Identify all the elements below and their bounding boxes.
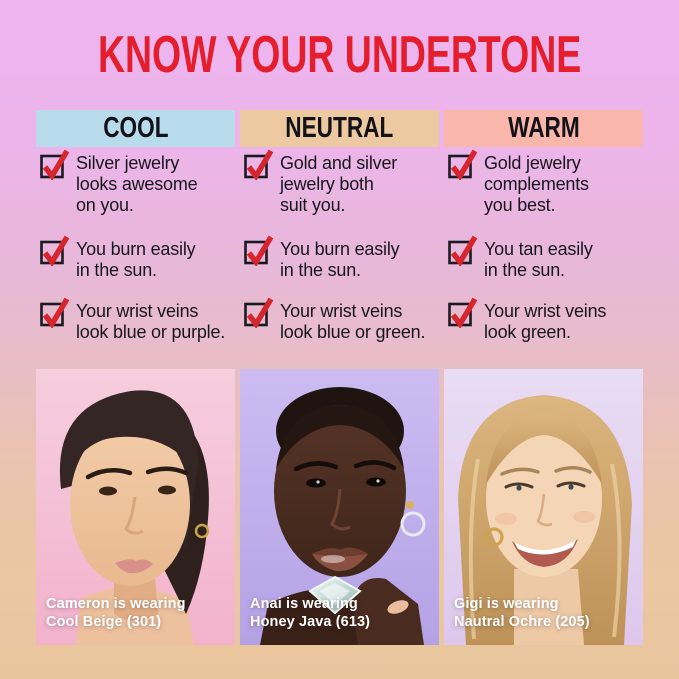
checklist-item: You tan easily in the sun. <box>444 235 643 298</box>
portrait-photo-warm: Gigi is wearing Nautral Ochre (205) <box>444 369 643 645</box>
checklist-item-label: You burn easily in the sun. <box>280 239 400 280</box>
checklist-item: Your wrist veins look blue or purple. <box>36 297 235 343</box>
photo-caption-cool: Cameron is wearing Cool Beige (301) <box>46 596 186 630</box>
header-neutral-label: NEUTRAL <box>285 112 394 144</box>
checklist-warm: Gold jewelry complements you best. You t… <box>444 149 643 343</box>
checked-checkbox-icon <box>448 149 478 180</box>
checked-checkbox-icon <box>244 235 274 266</box>
checklist-item: Silver jewelry looks awesome on you. <box>36 149 235 236</box>
checked-checkbox-icon <box>40 235 70 266</box>
checklists: Silver jewelry looks awesome on you. You… <box>36 149 643 343</box>
checklist-item-label: Gold and silver jewelry both suit you. <box>280 153 398 215</box>
header-cool: COOL <box>36 110 235 147</box>
checklist-item: You burn easily in the sun. <box>240 235 439 298</box>
checked-checkbox-icon <box>244 149 274 180</box>
checklist-item-label: Your wrist veins look blue or green. <box>280 301 426 342</box>
checklist-item-label: You burn easily in the sun. <box>76 239 196 280</box>
header-neutral: NEUTRAL <box>240 110 439 147</box>
portrait-photo-cool: Cameron is wearing Cool Beige (301) <box>36 369 235 645</box>
portrait-cool-illustration <box>36 369 235 645</box>
column-headers: COOL NEUTRAL WARM <box>36 110 643 147</box>
checklist-item: Your wrist veins look blue or green. <box>240 297 439 343</box>
portrait-neutral-illustration <box>240 369 439 645</box>
checked-checkbox-icon <box>40 149 70 180</box>
photo-caption-warm: Gigi is wearing Nautral Ochre (205) <box>454 596 590 630</box>
checklist-neutral: Gold and silver jewelry both suit you. Y… <box>240 149 439 343</box>
portrait-warm-illustration <box>444 369 643 645</box>
checklist-item-label: Silver jewelry looks awesome on you. <box>76 153 198 215</box>
header-cool-label: COOL <box>102 112 169 144</box>
photo-caption-neutral: Anai is wearing Honey Java (613) <box>250 596 371 630</box>
checklist-item-label: Your wrist veins look blue or purple. <box>76 301 226 342</box>
checklist-item-label: Gold jewelry complements you best. <box>484 153 589 215</box>
page-title-wrap: KNOW YOUR UNDERTONE <box>0 28 679 82</box>
model-photos: Cameron is wearing Cool Beige (301) <box>36 369 643 645</box>
header-warm-label: WARM <box>507 112 580 144</box>
checklist-item: Gold jewelry complements you best. <box>444 149 643 236</box>
checked-checkbox-icon <box>448 235 478 266</box>
checked-checkbox-icon <box>40 297 70 328</box>
portrait-photo-neutral: Anai is wearing Honey Java (613) <box>240 369 439 645</box>
checklist-cool: Silver jewelry looks awesome on you. You… <box>36 149 235 343</box>
checklist-item: You burn easily in the sun. <box>36 235 235 298</box>
checked-checkbox-icon <box>448 297 478 328</box>
page-title: KNOW YOUR UNDERTONE <box>97 26 582 84</box>
checklist-item-label: Your wrist veins look green. <box>484 301 607 342</box>
checked-checkbox-icon <box>244 297 274 328</box>
header-warm: WARM <box>444 110 643 147</box>
checklist-item: Gold and silver jewelry both suit you. <box>240 149 439 236</box>
checklist-item: Your wrist veins look green. <box>444 297 643 343</box>
checklist-item-label: You tan easily in the sun. <box>484 239 593 280</box>
